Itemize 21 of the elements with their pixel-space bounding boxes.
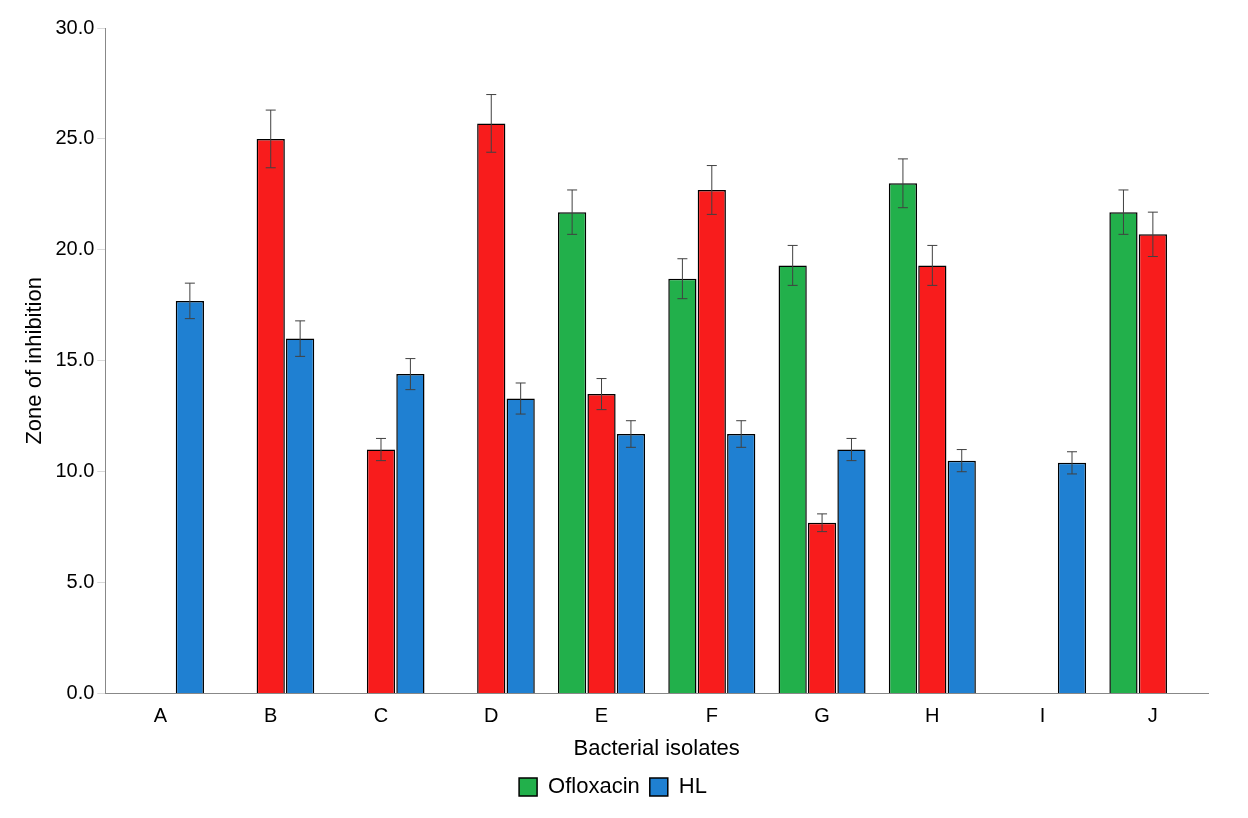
legend-label: Ofloxacin <box>548 773 640 799</box>
x-tick-label: A <box>153 704 168 727</box>
x-axis-title: Bacterial isolates <box>573 734 740 760</box>
legend-label: HL <box>678 773 707 799</box>
x-tick-label: B <box>264 704 278 727</box>
y-axis-title: Zone of inhibition <box>21 277 47 445</box>
y-tick-label: 15.0 <box>55 348 95 371</box>
x-tick-label: G <box>814 704 830 727</box>
x-tick-label: C <box>373 704 389 727</box>
y-tick-label: 0.0 <box>66 681 95 704</box>
x-tick-label: J <box>1147 704 1158 727</box>
y-tick-label: 30.0 <box>55 15 95 38</box>
x-tick-label: E <box>594 704 609 727</box>
x-tick-label: D <box>484 704 499 727</box>
y-tick-label: 5.0 <box>66 570 95 593</box>
y-tick-label: 20.0 <box>55 237 95 260</box>
x-tick-label: H <box>925 704 940 727</box>
y-tick-label: 10.0 <box>55 459 95 482</box>
x-tick-label: I <box>1039 704 1046 727</box>
x-tick-label: F <box>705 704 718 727</box>
y-tick-label: 25.0 <box>55 126 95 149</box>
